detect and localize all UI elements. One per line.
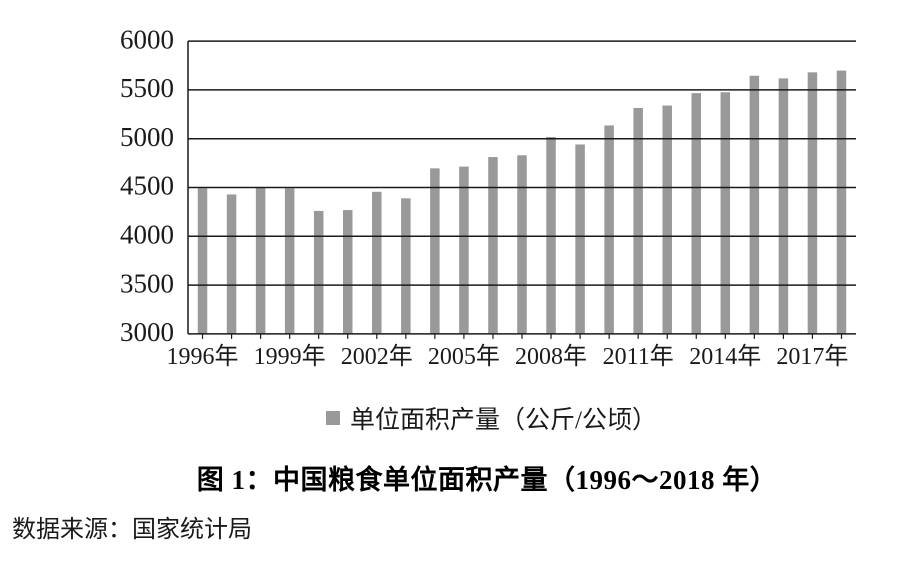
svg-text:2017年: 2017年: [776, 343, 848, 370]
svg-text:2014年: 2014年: [689, 343, 761, 370]
svg-text:2002年: 2002年: [341, 343, 413, 370]
svg-text:3500: 3500: [120, 268, 174, 298]
svg-text:5000: 5000: [120, 122, 174, 152]
svg-text:4500: 4500: [120, 171, 174, 201]
svg-text:2005年: 2005年: [428, 343, 500, 370]
svg-text:3000: 3000: [120, 317, 174, 347]
svg-text:6000: 6000: [120, 24, 174, 54]
svg-text:4000: 4000: [120, 220, 174, 250]
svg-text:1996年: 1996年: [167, 343, 239, 370]
svg-text:2011年: 2011年: [603, 343, 674, 370]
svg-text:2008年: 2008年: [515, 343, 587, 370]
svg-text:1999年: 1999年: [254, 343, 326, 370]
svg-text:5500: 5500: [120, 73, 174, 103]
